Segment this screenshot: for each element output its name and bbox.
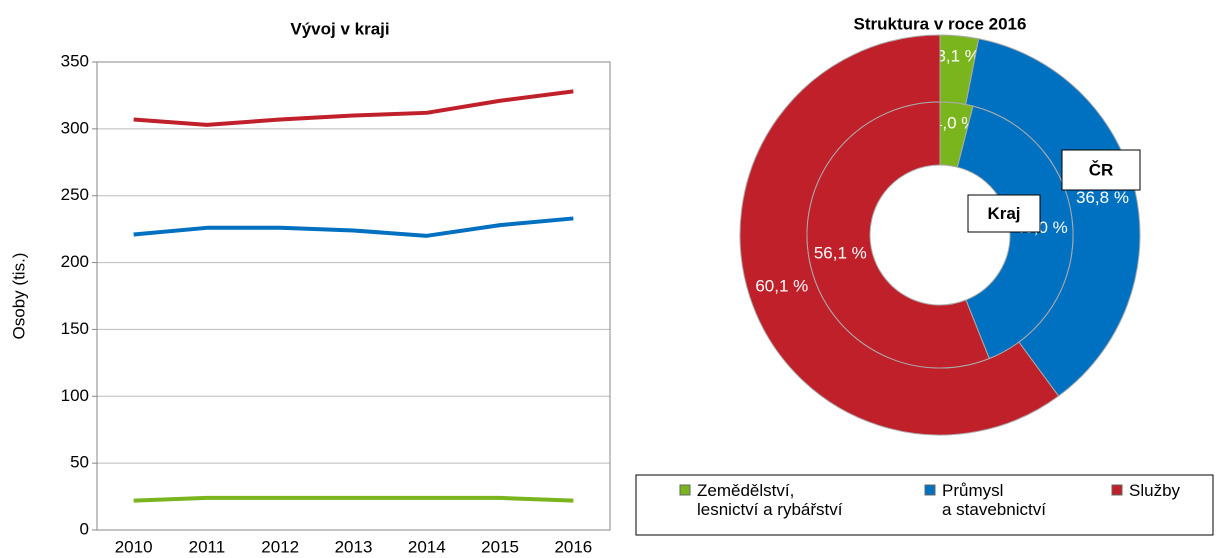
data-label: 4,0 % xyxy=(933,113,976,132)
data-label: 36,8 % xyxy=(1076,188,1129,207)
line-series xyxy=(133,495,574,503)
ring-label: Kraj xyxy=(987,204,1020,223)
y-tick-label: 300 xyxy=(61,118,89,137)
y-tick-label: 100 xyxy=(61,386,89,405)
y-tick-label: 250 xyxy=(61,185,89,204)
x-tick-label: 2011 xyxy=(189,537,226,556)
data-label: 60,1 % xyxy=(755,276,808,295)
y-tick-label: 350 xyxy=(61,51,89,70)
legend-label: Průmysl a stavebnictví xyxy=(942,481,1046,519)
y-axis-label: Osoby (tis.) xyxy=(9,253,28,340)
legend-swatch xyxy=(679,484,691,496)
x-tick-label: 2012 xyxy=(261,537,299,556)
plot-border xyxy=(96,61,611,531)
legend-label: Zemědělství, lesnictví a rybářství xyxy=(697,481,843,519)
legend-swatch xyxy=(1111,484,1123,496)
ring-label: ČR xyxy=(1089,160,1114,179)
x-tick-label: 2016 xyxy=(554,537,592,556)
chart-title: Struktura v roce 2016 xyxy=(854,14,1027,33)
y-tick-label: 50 xyxy=(70,453,89,472)
x-tick-label: 2015 xyxy=(481,537,519,556)
x-tick-label: 2010 xyxy=(115,537,153,556)
legend-swatch xyxy=(924,484,936,496)
y-tick-label: 150 xyxy=(61,319,89,338)
x-tick-label: 2013 xyxy=(335,537,373,556)
chart-title: Vývoj v kraji xyxy=(290,19,389,38)
line-series xyxy=(133,89,574,127)
ring-label-box xyxy=(967,194,1041,233)
line-series xyxy=(133,216,574,238)
data-label: 3,1 % xyxy=(936,46,979,65)
donut-segment xyxy=(806,101,990,369)
data-label: 56,1 % xyxy=(814,244,867,263)
y-tick-label: 200 xyxy=(61,252,89,271)
legend-label: Služby xyxy=(1129,481,1181,500)
ring-label-box xyxy=(1061,149,1141,191)
y-tick-label: 0 xyxy=(80,519,89,538)
x-tick-label: 2014 xyxy=(408,537,446,556)
